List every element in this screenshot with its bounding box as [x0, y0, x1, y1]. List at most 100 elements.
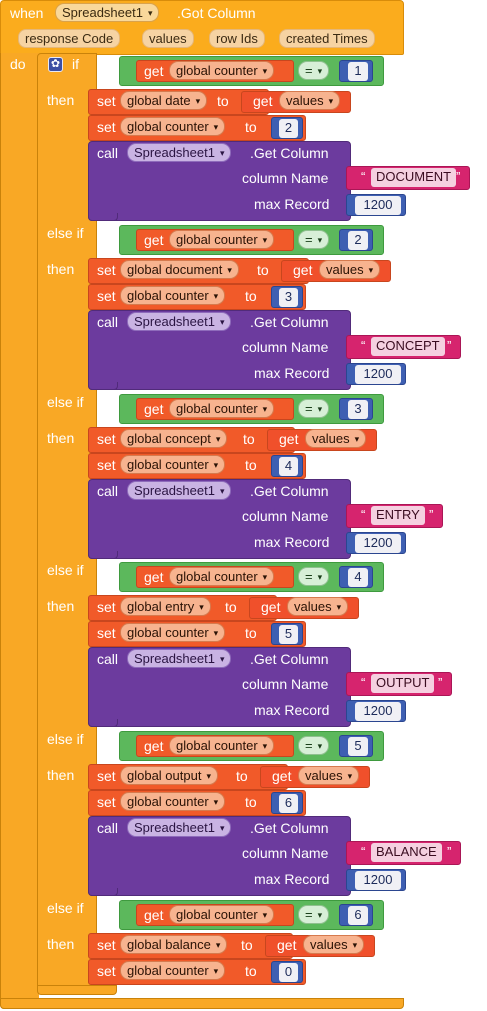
counter-dropdown[interactable]: global counter ▾ — [169, 736, 275, 755]
values-dropdown[interactable]: values ▾ — [319, 260, 381, 279]
text-value[interactable]: DOCUMENT — [371, 168, 457, 187]
number-value[interactable]: 0 — [279, 963, 298, 982]
number-value[interactable]: 6 — [279, 794, 298, 813]
to-label: to — [236, 768, 248, 784]
number-value[interactable]: 1 — [348, 62, 368, 81]
dropdown-arrow-icon: ▾ — [317, 404, 323, 414]
text-value[interactable]: CONCEPT — [371, 337, 445, 356]
variable-dropdown[interactable]: global concept ▾ — [120, 429, 228, 448]
component-dropdown[interactable]: Spreadsheet1 ▾ — [127, 143, 232, 162]
if-block[interactable] — [37, 53, 97, 993]
component-dropdown[interactable]: Spreadsheet1 ▾ — [127, 481, 232, 500]
set-label: set — [97, 599, 116, 615]
to-label: to — [245, 794, 257, 810]
counter-dropdown[interactable]: global counter ▾ — [169, 230, 275, 249]
set-label: set — [97, 431, 116, 447]
number-value[interactable]: 5 — [348, 737, 368, 756]
to-label: to — [257, 262, 269, 278]
compare-op-dropdown[interactable]: = ▾ — [298, 736, 330, 755]
counter-dropdown[interactable]: global counter ▾ — [120, 792, 226, 811]
dropdown-arrow-icon: ▾ — [262, 741, 268, 751]
set-label: set — [97, 457, 116, 473]
counter-dropdown-text: global counter — [176, 738, 258, 753]
counter-dropdown[interactable]: global counter ▾ — [120, 623, 226, 642]
get-label: get — [272, 768, 292, 784]
values-dropdown[interactable]: values ▾ — [287, 597, 349, 616]
column-name-label: column Name — [242, 676, 329, 692]
values-dropdown[interactable]: values ▾ — [279, 91, 341, 110]
set-label: set — [97, 937, 116, 953]
component-dropdown[interactable]: Spreadsheet1 ▾ — [127, 649, 232, 668]
values-dropdown-text: values — [312, 431, 350, 446]
compare-op-dropdown[interactable]: = ▾ — [298, 567, 330, 586]
variable-dropdown[interactable]: global output ▾ — [120, 766, 218, 785]
variable-dropdown[interactable]: global document ▾ — [120, 260, 239, 279]
counter-dropdown[interactable]: global counter ▾ — [120, 117, 226, 136]
text-value[interactable]: ENTRY — [371, 506, 425, 525]
component-dropdown[interactable]: Spreadsheet1 ▾ — [127, 818, 232, 837]
compare-op-dropdown-text: = — [305, 401, 313, 416]
variable-dropdown[interactable]: global entry ▾ — [120, 597, 211, 616]
values-dropdown[interactable]: values ▾ — [303, 935, 365, 954]
counter-dropdown[interactable]: global counter ▾ — [169, 61, 275, 80]
compare-op-dropdown-text: = — [305, 738, 313, 753]
values-dropdown[interactable]: values ▾ — [305, 429, 367, 448]
number-value[interactable]: 4 — [348, 568, 368, 587]
number-value[interactable]: 2 — [279, 119, 298, 138]
then-label: then — [47, 936, 75, 952]
param-response-code[interactable]: response Code — [18, 29, 121, 48]
number-value[interactable]: 1200 — [355, 871, 401, 890]
counter-dropdown[interactable]: global counter ▾ — [169, 567, 275, 586]
to-label: to — [245, 457, 257, 473]
gear-icon[interactable]: ✿ — [48, 57, 63, 72]
component-dropdown[interactable]: Spreadsheet1 ▾ — [55, 3, 160, 22]
number-value[interactable]: 3 — [348, 400, 368, 419]
param-row-ids[interactable]: row Ids — [209, 29, 265, 48]
else-if-label: else if — [47, 225, 84, 241]
to-label: to — [245, 119, 257, 135]
counter-dropdown[interactable]: global counter ▾ — [169, 905, 275, 924]
number-value[interactable]: 5 — [279, 625, 298, 644]
dropdown-arrow-icon: ▾ — [199, 602, 204, 612]
counter-dropdown[interactable]: global counter ▾ — [169, 399, 275, 418]
number-value[interactable]: 1200 — [355, 196, 401, 215]
number-value[interactable]: 4 — [279, 457, 298, 476]
number-value[interactable]: 1200 — [355, 365, 401, 384]
values-dropdown[interactable]: values ▾ — [298, 766, 360, 785]
param-values[interactable]: values — [142, 29, 194, 48]
column-name-label: column Name — [242, 170, 329, 186]
number-value[interactable]: 6 — [348, 906, 368, 925]
counter-dropdown[interactable]: global counter ▾ — [120, 961, 226, 980]
method-label: .Get Column — [250, 314, 329, 330]
component-dropdown[interactable]: Spreadsheet1 ▾ — [127, 312, 232, 331]
dropdown-arrow-icon: ▾ — [219, 654, 225, 664]
variable-dropdown[interactable]: global balance ▾ — [120, 935, 228, 954]
dropdown-arrow-icon: ▾ — [262, 910, 268, 920]
if-label: if — [72, 56, 79, 72]
counter-dropdown[interactable]: global counter ▾ — [120, 455, 226, 474]
variable-dropdown-text: global balance — [127, 937, 211, 952]
counter-dropdown[interactable]: global counter ▾ — [120, 286, 226, 305]
dropdown-arrow-icon: ▾ — [213, 122, 219, 132]
text-value[interactable]: BALANCE — [371, 843, 442, 862]
compare-op-dropdown[interactable]: = ▾ — [298, 230, 330, 249]
counter-dropdown-text: global counter — [127, 963, 209, 978]
quote-icon: ” — [429, 507, 434, 522]
variable-dropdown[interactable]: global date ▾ — [120, 91, 208, 110]
counter-dropdown-text: global counter — [127, 625, 209, 640]
number-value[interactable]: 1200 — [355, 702, 401, 721]
dropdown-arrow-icon: ▾ — [213, 291, 219, 301]
compare-op-dropdown[interactable]: = ▾ — [298, 905, 330, 924]
text-value[interactable]: OUTPUT — [371, 674, 435, 693]
param-created-times[interactable]: created Times — [279, 29, 375, 48]
number-value[interactable]: 1200 — [355, 534, 401, 553]
number-value[interactable]: 3 — [279, 288, 298, 307]
compare-op-dropdown[interactable]: = ▾ — [298, 61, 330, 80]
compare-op-dropdown[interactable]: = ▾ — [298, 399, 330, 418]
dropdown-arrow-icon: ▾ — [368, 265, 374, 275]
component-dropdown-text: Spreadsheet1 — [134, 314, 215, 329]
then-label: then — [47, 430, 75, 446]
dropdown-arrow-icon: ▾ — [213, 966, 219, 976]
dropdown-arrow-icon: ▾ — [195, 96, 201, 106]
number-value[interactable]: 2 — [348, 231, 368, 250]
